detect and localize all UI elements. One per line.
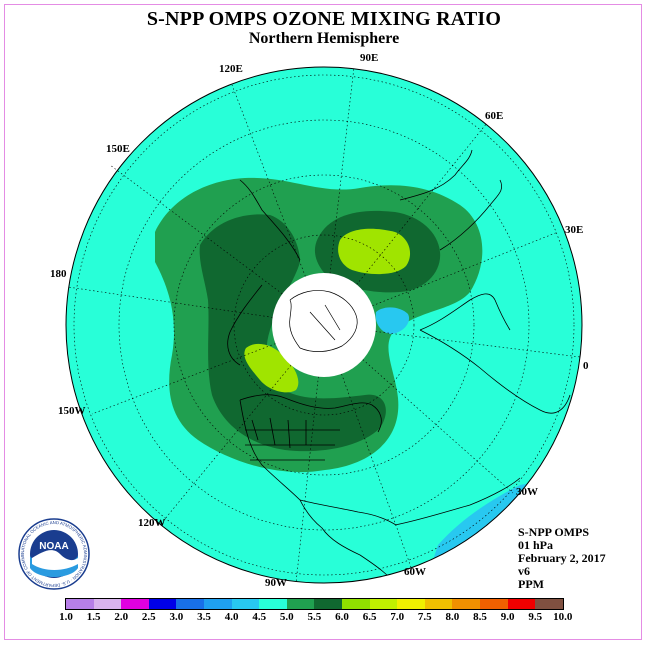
date-text: February 2, 2017 bbox=[518, 551, 606, 565]
colorbar-swatch bbox=[66, 599, 94, 609]
colorbar bbox=[65, 598, 564, 610]
colorbar-ticks: 1.0 1.5 2.0 2.5 3.0 3.5 4.0 4.5 5.0 5.5 6.0 6.5 7.0 7… bbox=[0, 611, 648, 625]
colorbar-swatch bbox=[507, 599, 536, 609]
colorbar-swatch bbox=[231, 599, 260, 609]
ozone-field-6-0 bbox=[244, 343, 299, 393]
polar-no-data-area bbox=[272, 273, 376, 377]
page-title: S-NPP OMPS OZONE MIXING RATIO bbox=[146, 8, 502, 30]
colorbar-swatch bbox=[93, 599, 122, 609]
colorbar-swatch bbox=[286, 599, 315, 609]
colorbar-swatch bbox=[176, 599, 204, 609]
pressure-level-text: 01 hPa bbox=[518, 538, 554, 552]
noaa-logo-text: NOAA bbox=[39, 541, 68, 552]
colorbar-swatch bbox=[369, 599, 398, 609]
colorbar-tick-label: 5.5 bbox=[307, 611, 322, 623]
polar-coastlines bbox=[289, 290, 358, 352]
lon-label-180: 180 bbox=[50, 268, 67, 280]
colorbar-tick-label: 8.0 bbox=[445, 611, 460, 623]
lon-label-30e: 30E bbox=[565, 224, 584, 236]
colorbar-swatch bbox=[121, 599, 149, 609]
colorbar-tick-label: 1.0 bbox=[59, 611, 73, 623]
lon-label-90e: 90E bbox=[360, 52, 379, 64]
colorbar-tick-label: 2.5 bbox=[141, 611, 156, 623]
colorbar-tick-label: 10.0 bbox=[553, 611, 573, 623]
colorbar-tick-label: 3.0 bbox=[169, 611, 184, 623]
colorbar-tick-label: 7.0 bbox=[390, 611, 405, 623]
instrument-text: S-NPP OMPS bbox=[518, 525, 589, 539]
version-text: v6 bbox=[518, 564, 530, 578]
page-subtitle: Northern Hemisphere bbox=[248, 30, 400, 47]
colorbar-tick-label: 6.5 bbox=[362, 611, 377, 623]
noaa-logo: NOAA NATIONAL OCEANIC AND ATMOSPHERIC AD… bbox=[18, 518, 90, 590]
colorbar-swatch bbox=[479, 599, 508, 609]
lon-label-0: 0 bbox=[583, 360, 589, 372]
colorbar-swatch bbox=[424, 599, 453, 609]
colorbar-swatch bbox=[397, 599, 425, 609]
lon-label-90w: 90W bbox=[265, 577, 287, 589]
colorbar-tick-label: 9.5 bbox=[528, 611, 543, 623]
colorbar-tick-label: 9.0 bbox=[500, 611, 515, 623]
colorbar-tick-label: 4.0 bbox=[224, 611, 239, 623]
lon-label-60e: 60E bbox=[485, 110, 504, 122]
lon-label-60w: 60W bbox=[404, 566, 426, 578]
colorbar-tick-label: 7.5 bbox=[417, 611, 432, 623]
colorbar-swatch bbox=[259, 599, 287, 609]
lon-label-150w: 150W bbox=[58, 405, 86, 417]
colorbar-tick-label: 3.5 bbox=[197, 611, 211, 623]
colorbar-tick-label: 1.5 bbox=[86, 611, 101, 623]
product-info: S-NPP OMPS 01 hPa February 2, 2017 v6 PP… bbox=[518, 526, 606, 591]
colorbar-swatch bbox=[203, 599, 232, 609]
colorbar-tick-label: 5.0 bbox=[279, 611, 294, 623]
lon-label-120e: 120E bbox=[219, 63, 243, 75]
colorbar-swatch bbox=[452, 599, 480, 609]
colorbar-swatch bbox=[314, 599, 342, 609]
ozone-field-4-0 bbox=[375, 307, 410, 334]
colorbar-tick-label: 8.5 bbox=[473, 611, 487, 623]
colorbar-swatch bbox=[341, 599, 370, 609]
lon-label-120w: 120W bbox=[138, 517, 166, 529]
plot-frame bbox=[4, 4, 642, 640]
coastlines bbox=[227, 149, 571, 583]
colorbar-swatch bbox=[148, 599, 177, 609]
units-text: PPM bbox=[518, 577, 544, 591]
colorbar-tick-label: 4.5 bbox=[252, 611, 267, 623]
lon-label-150e: 150E bbox=[106, 143, 130, 155]
colorbar-swatch bbox=[535, 599, 563, 609]
ozone-field-6-0 bbox=[338, 228, 411, 275]
ozone-field-5-5 bbox=[199, 214, 386, 452]
colorbar-tick-label: 2.0 bbox=[114, 611, 129, 623]
graticule bbox=[67, 66, 581, 584]
colorbar-tick-label: 6.0 bbox=[335, 611, 349, 623]
lon-label-30w: 30W bbox=[516, 486, 538, 498]
map-boundary bbox=[65, 66, 583, 584]
